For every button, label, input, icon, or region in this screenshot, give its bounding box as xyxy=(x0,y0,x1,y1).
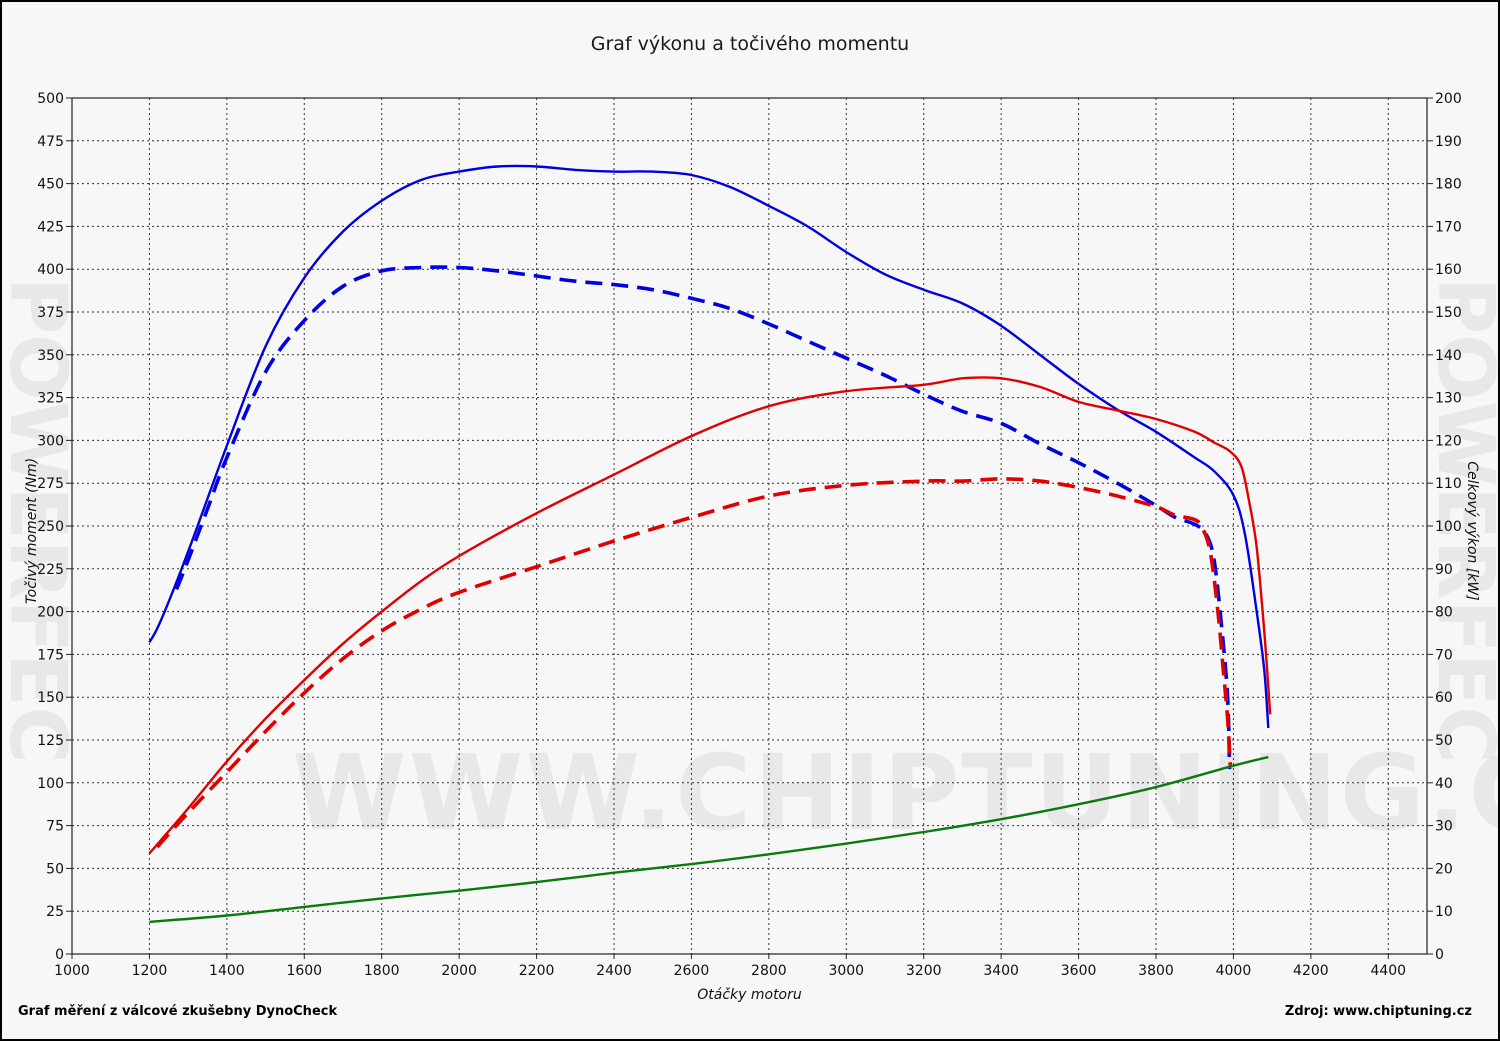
series-line-3 xyxy=(148,376,1272,855)
y-tick-label: 175 xyxy=(37,647,64,663)
x-tick-label: 1200 xyxy=(132,963,168,979)
y2-tick-label: 70 xyxy=(1435,647,1453,663)
y-tick-label: 400 xyxy=(37,262,64,278)
x-tick-label: 2200 xyxy=(519,963,555,979)
brand-watermark-right: POWERFEC xyxy=(1420,277,1500,764)
y-tick-label: 125 xyxy=(37,733,64,749)
x-tick-label: 2800 xyxy=(751,963,787,979)
y-tick-label: 50 xyxy=(46,861,64,877)
y-tick-label: 75 xyxy=(46,819,64,835)
y-tick-label: 225 xyxy=(37,562,64,578)
x-tick-label: 3800 xyxy=(1138,963,1174,979)
y2-axis-label: Celkový výkon [kW] xyxy=(1464,461,1480,600)
x-tick-label: 1600 xyxy=(286,963,322,979)
brand-watermark-left: POWERFEC xyxy=(0,277,82,764)
y-tick-label: 200 xyxy=(37,605,64,621)
site-watermark: WWW.CHIPTUNING.CZ xyxy=(292,732,1500,854)
y2-tick-label: 20 xyxy=(1435,861,1453,877)
y2-tick-label: 30 xyxy=(1435,819,1453,835)
y2-tick-label: 140 xyxy=(1435,348,1462,364)
y-tick-label: 0 xyxy=(55,947,64,963)
x-tick-label: 2400 xyxy=(596,963,632,979)
y-tick-label: 475 xyxy=(37,134,64,150)
y2-tick-label: 130 xyxy=(1435,391,1462,407)
y2-tick-label: 150 xyxy=(1435,305,1462,321)
footer-source-note: Graf měření z válcové zkušebny DynoCheck xyxy=(18,1004,338,1019)
x-tick-label: 4000 xyxy=(1216,963,1252,979)
x-tick-label: 3400 xyxy=(983,963,1019,979)
x-tick-label: 3200 xyxy=(906,963,942,979)
y-tick-label: 250 xyxy=(37,519,64,535)
x-tick-label: 4200 xyxy=(1293,963,1329,979)
x-tick-label: 1400 xyxy=(209,963,245,979)
x-axis-label: Otáčky motoru xyxy=(697,987,802,1003)
y-tick-label: 350 xyxy=(37,348,64,364)
x-tick-label: 3600 xyxy=(1061,963,1097,979)
y2-tick-label: 190 xyxy=(1435,134,1462,150)
x-tick-label: 2600 xyxy=(674,963,710,979)
y-tick-label: 425 xyxy=(37,219,64,235)
y-tick-label: 275 xyxy=(37,476,64,492)
y-axis-label: Točivý moment (Nm) xyxy=(24,458,40,604)
x-tick-label: 3000 xyxy=(828,963,864,979)
y2-tick-label: 50 xyxy=(1435,733,1453,749)
y2-tick-label: 80 xyxy=(1435,605,1453,621)
y2-tick-label: 160 xyxy=(1435,262,1462,278)
grid-layer xyxy=(72,98,1427,954)
series-line-1 xyxy=(148,164,1270,729)
y2-tick-label: 200 xyxy=(1435,91,1462,107)
y-tick-label: 150 xyxy=(37,690,64,706)
y2-tick-label: 60 xyxy=(1435,690,1453,706)
plot-border xyxy=(71,97,1428,955)
y2-tick-label: 0 xyxy=(1435,947,1444,963)
y2-tick-label: 100 xyxy=(1435,519,1462,535)
series-layer xyxy=(148,164,1272,924)
y2-tick-label: 120 xyxy=(1435,433,1462,449)
y-tick-label: 300 xyxy=(37,433,64,449)
y2-tick-label: 180 xyxy=(1435,177,1462,193)
y-tick-label: 25 xyxy=(46,904,64,920)
x-tick-label: 1000 xyxy=(54,963,90,979)
series-line-4 xyxy=(155,477,1233,849)
y-tick-label: 325 xyxy=(37,391,64,407)
y-tick-label: 375 xyxy=(37,305,64,321)
y2-tick-label: 90 xyxy=(1435,562,1453,578)
x-tick-label: 4400 xyxy=(1370,963,1406,979)
y2-tick-label: 40 xyxy=(1435,776,1453,792)
x-tick-label: 1800 xyxy=(364,963,400,979)
chart-title: Graf výkonu a točivého momentu xyxy=(590,33,910,55)
series-line-2 xyxy=(174,265,1232,770)
series-line-5 xyxy=(149,755,1269,924)
tick-layer: 1000 1200 1400 1600 1800 2000 2200 2400 2600 2800… xyxy=(37,91,1461,979)
y2-tick-label: 10 xyxy=(1435,904,1453,920)
y-tick-label: 450 xyxy=(37,177,64,193)
footer-source-url: Zdroj: www.chiptuning.cz xyxy=(1284,1004,1472,1019)
y-tick-label: 100 xyxy=(37,776,64,792)
x-tick-label: 2000 xyxy=(441,963,477,979)
y-tick-label: 500 xyxy=(37,91,64,107)
y2-tick-label: 110 xyxy=(1435,476,1462,492)
y2-tick-label: 170 xyxy=(1435,219,1462,235)
